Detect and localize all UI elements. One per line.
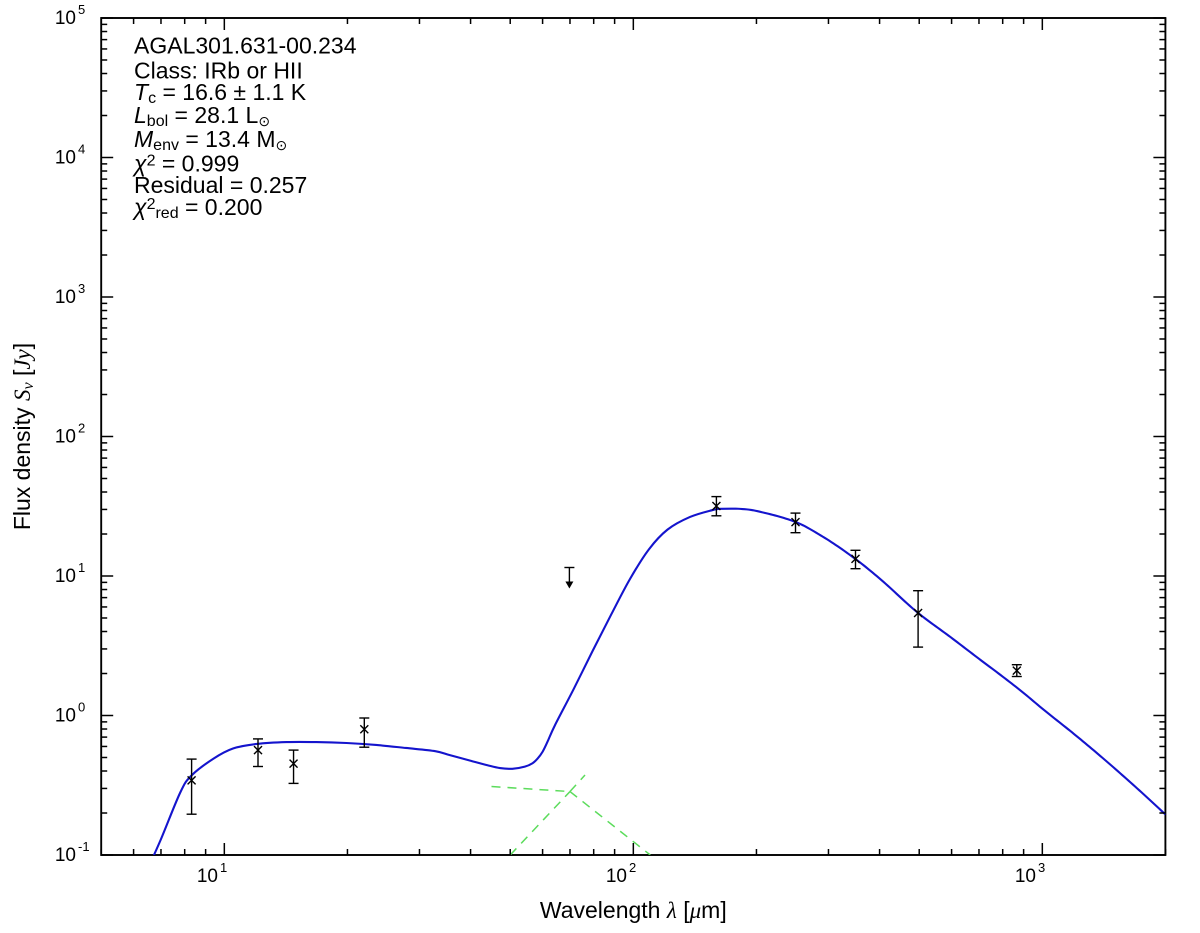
svg-text:1: 1 — [78, 560, 85, 575]
svg-text:10: 10 — [55, 566, 76, 587]
svg-text:Wavelength λ [μm]: Wavelength λ [μm] — [540, 897, 727, 923]
svg-text:χ2red = 0.200: χ2red = 0.200 — [132, 194, 262, 222]
svg-text:1: 1 — [220, 860, 227, 875]
svg-text:10: 10 — [55, 287, 76, 308]
svg-text:4: 4 — [78, 142, 85, 157]
svg-text:3: 3 — [78, 281, 85, 296]
svg-text:10: 10 — [606, 866, 627, 887]
svg-text:5: 5 — [78, 2, 85, 17]
svg-text:10: 10 — [55, 845, 76, 866]
svg-text:10: 10 — [55, 148, 76, 169]
svg-text:-1: -1 — [78, 839, 90, 854]
svg-text:2: 2 — [629, 860, 636, 875]
svg-text:10: 10 — [55, 8, 76, 29]
svg-text:0: 0 — [78, 700, 85, 715]
svg-text:10: 10 — [197, 866, 218, 887]
svg-text:10: 10 — [55, 427, 76, 448]
svg-text:10: 10 — [55, 706, 76, 727]
svg-text:AGAL301.631-00.234: AGAL301.631-00.234 — [134, 33, 357, 59]
svg-text:10: 10 — [1015, 866, 1036, 887]
svg-text:3: 3 — [1038, 860, 1045, 875]
svg-text:2: 2 — [78, 421, 85, 436]
svg-text:Flux density Sν [Jy]: Flux density Sν [Jy] — [9, 343, 37, 530]
